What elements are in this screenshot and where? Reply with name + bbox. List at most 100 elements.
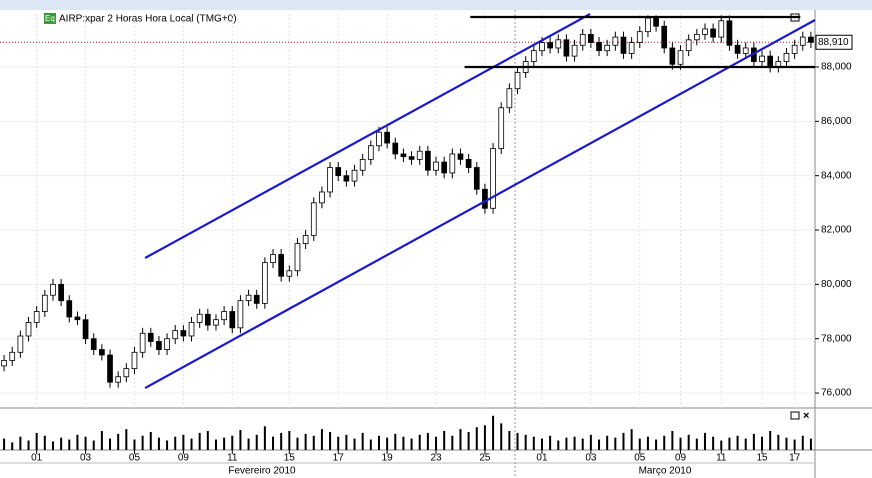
volume-bar <box>712 436 715 450</box>
y-tick-label: 86,000 <box>821 116 852 127</box>
volume-bar <box>793 439 796 450</box>
volume-bar <box>304 433 307 450</box>
volume-bar <box>777 434 780 450</box>
candle-body <box>612 36 619 46</box>
candle-body <box>783 53 790 62</box>
x-tick-label: 01 <box>31 453 43 464</box>
candle-body <box>99 349 105 356</box>
candle-body <box>425 150 431 171</box>
candle-body <box>74 316 81 321</box>
x-tick-label: 17 <box>333 453 345 464</box>
candle-body <box>473 167 480 190</box>
candle-body <box>270 254 276 264</box>
candle-body <box>669 47 676 65</box>
volume-bar <box>459 429 462 450</box>
x-tick-label: 03 <box>585 453 597 464</box>
volume-bar <box>35 432 38 450</box>
volume-bar <box>361 432 364 450</box>
x-tick-label: 23 <box>430 453 442 464</box>
volume-bar <box>239 430 242 450</box>
maximize-icon[interactable] <box>790 411 800 420</box>
volume-bar <box>532 436 535 450</box>
candle-body <box>237 300 244 329</box>
volume-bar <box>492 415 495 450</box>
candle-body <box>620 36 627 54</box>
last-price-label: 88,910 <box>818 37 849 48</box>
candle-body <box>555 39 562 49</box>
x-tick-label: 15 <box>756 453 768 464</box>
candle-body <box>408 156 415 160</box>
candle-body <box>653 17 659 27</box>
volume-bar <box>76 434 79 450</box>
volume-bar <box>255 434 258 450</box>
candle-body <box>530 50 537 62</box>
candle-body <box>180 330 187 337</box>
volume-bar <box>19 436 22 450</box>
volume-bar <box>524 434 527 450</box>
top-bar <box>0 0 872 10</box>
volume-bar <box>394 433 397 450</box>
candle-body <box>645 17 651 33</box>
candle-body <box>685 39 692 52</box>
candle-body <box>164 338 170 350</box>
candle-body <box>82 319 89 340</box>
candle-body <box>514 72 521 90</box>
candle-body <box>799 36 806 46</box>
month-label: Fevereiro 2010 <box>228 466 296 477</box>
candle-body <box>759 55 765 62</box>
volume-bar <box>231 435 234 450</box>
candle-body <box>156 341 162 350</box>
volume-bar <box>695 438 698 450</box>
volume-bar <box>720 440 723 450</box>
candle-body <box>131 351 138 369</box>
x-tick-label: 19 <box>382 453 394 464</box>
x-tick-label: 03 <box>80 453 92 464</box>
candle-body <box>278 254 285 277</box>
volume-bar <box>761 436 764 450</box>
volume-bar <box>369 439 372 450</box>
volume-bar <box>60 437 63 450</box>
candle-body <box>661 25 668 49</box>
chart-title[interactable]: AIRP:xpar 2 Horas Hora Local (TMG+0) <box>59 14 237 25</box>
candle-body <box>343 175 350 182</box>
candle-body <box>726 20 733 46</box>
close-icon[interactable]: × <box>803 410 809 422</box>
candle-body <box>579 33 586 46</box>
y-tick-label: 80,000 <box>821 279 852 290</box>
candle-body <box>213 319 219 326</box>
volume-bar <box>589 434 592 450</box>
volume-bar <box>769 431 772 450</box>
volume-bar <box>223 437 226 450</box>
volume-bar <box>141 435 144 450</box>
y-tick-label: 88,000 <box>821 62 852 73</box>
candle-body <box>90 338 97 350</box>
candle-body <box>465 158 472 168</box>
candle-body <box>262 262 268 304</box>
candle-body <box>139 332 146 353</box>
candle-body <box>677 50 684 65</box>
candle-body <box>539 42 545 52</box>
volume-bar <box>353 438 356 450</box>
candle-body <box>188 322 195 337</box>
volume-bar <box>679 437 682 450</box>
volume-bar <box>508 431 511 450</box>
volume-bar <box>598 439 601 450</box>
volume-bar <box>663 435 666 450</box>
candle-body <box>115 376 122 383</box>
x-tick-label: 05 <box>634 453 646 464</box>
x-tick-label: 25 <box>479 453 491 464</box>
volume-bar <box>483 425 486 450</box>
candle-body <box>441 161 448 174</box>
candle-body <box>41 294 48 312</box>
candle-body <box>490 148 496 209</box>
candle-body <box>9 351 16 361</box>
volume-bar <box>573 436 576 450</box>
x-tick-label: 11 <box>227 453 238 464</box>
volume-bar <box>801 435 804 450</box>
candle-body <box>588 33 594 43</box>
candle-body <box>221 311 227 321</box>
volume-bar <box>687 434 690 450</box>
volume-bar <box>549 435 552 450</box>
volume-bar <box>3 438 6 450</box>
candle-body <box>229 311 236 329</box>
